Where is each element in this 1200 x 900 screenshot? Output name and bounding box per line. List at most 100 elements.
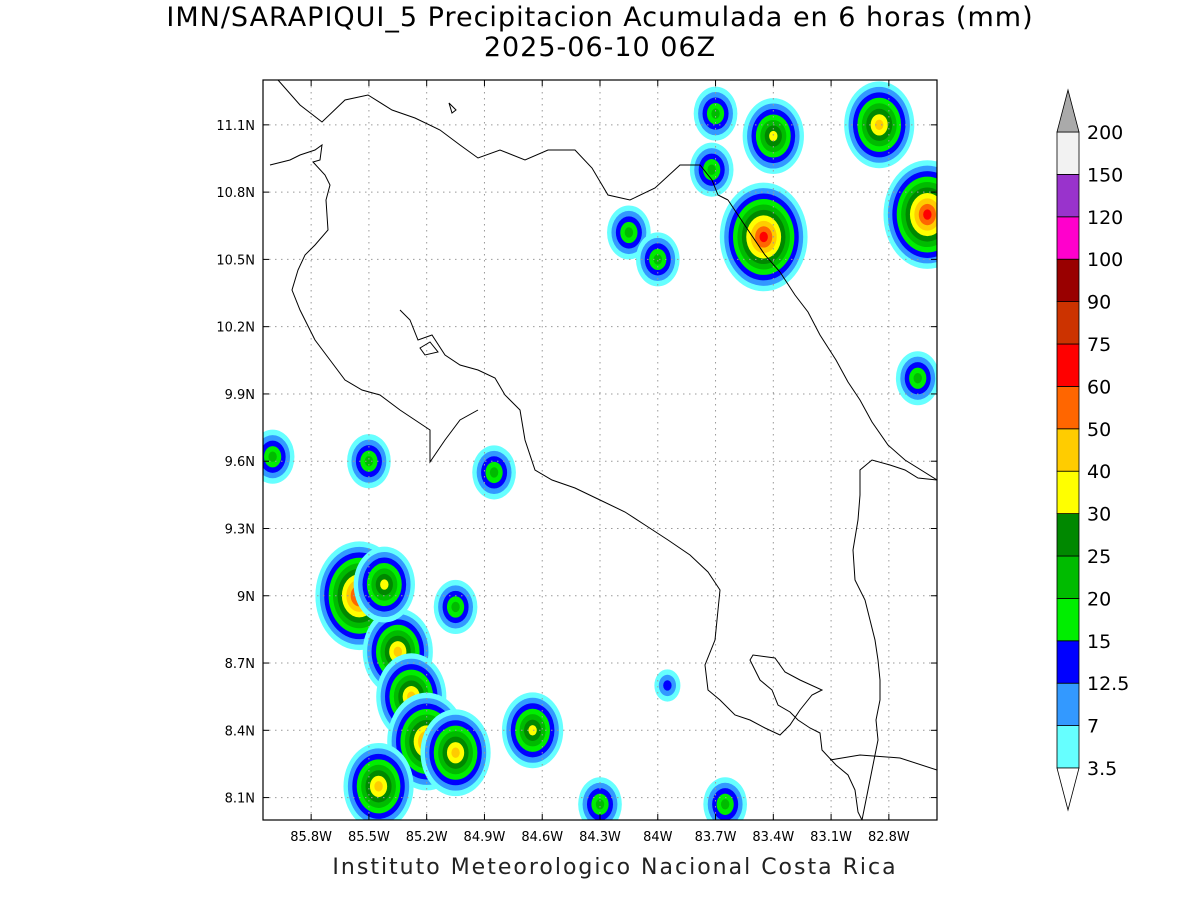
colorbar-label: 75 (1087, 334, 1111, 356)
precip-contour (374, 781, 383, 792)
colorbar-segment (1056, 131, 1080, 175)
colorbar-label: 15 (1087, 631, 1111, 653)
precip-contour (624, 227, 634, 238)
x-tick-label: 85.2W (406, 830, 448, 845)
panama-border (852, 459, 937, 820)
colorbar-segment (1056, 640, 1080, 684)
colorbar-label: 25 (1087, 546, 1111, 568)
precip-contour (595, 799, 605, 810)
chart-subtitle-date: 2025-06-10 06Z (483, 32, 717, 63)
coastlines (269, 80, 937, 820)
y-tick-label: 8.4N (225, 724, 255, 739)
precip-contour (707, 164, 716, 175)
y-tick-label: 9.9N (225, 388, 255, 403)
colorbar-segment (1056, 513, 1080, 557)
precip-contour (720, 799, 730, 810)
precip-contour (769, 130, 778, 142)
island-nicoya (419, 341, 439, 356)
y-tick-label: 9.6N (225, 455, 255, 470)
colorbar-label: 40 (1087, 461, 1111, 483)
y-tick-label: 9N (237, 590, 255, 605)
colorbar-segment (1056, 428, 1080, 472)
precip-cell (693, 86, 738, 141)
colorbar-segment (1056, 555, 1080, 599)
lake-nicaragua-island (448, 102, 457, 114)
colorbar-label: 30 (1087, 504, 1111, 526)
colorbar-segment (1056, 301, 1080, 345)
precip-contour (913, 373, 922, 384)
colorbar-legend: 3.5 7 12.5 15 20 25 30 40 50 60 75 90 100 120 150 200 (1056, 88, 1129, 812)
precip-contour (364, 456, 374, 467)
x-tick-label: 85.5W (348, 830, 390, 845)
colorbar-label: 50 (1087, 419, 1111, 441)
precip-cell (263, 429, 295, 484)
precip-contour (759, 231, 768, 243)
precip-cell (895, 351, 937, 406)
precip-contour (380, 579, 389, 590)
colorbar-label: 20 (1087, 588, 1111, 610)
colorbar-segment (1056, 343, 1080, 387)
coastline-nicoya-west (269, 143, 479, 464)
y-tick-label: 9.3N (225, 522, 255, 537)
precip-contour (451, 747, 460, 758)
colorbar-label: 60 (1087, 376, 1111, 398)
x-tick-label: 84.6W (521, 830, 563, 845)
lat-lon-grid (263, 80, 937, 820)
precip-cell (844, 81, 915, 169)
coast-lower (829, 754, 937, 771)
precip-contour (528, 725, 537, 736)
x-tick-label: 84.3W (579, 830, 621, 845)
footer-credit: Instituto Meteorologico Nacional Costa R… (332, 855, 898, 880)
colorbar-label: 150 (1087, 164, 1123, 186)
colorbar-low-triangle (1056, 767, 1080, 812)
y-tick-label: 10.2N (216, 321, 255, 336)
colorbar-segment (1056, 258, 1080, 303)
precip-cell (578, 777, 622, 820)
y-tick-label: 10.5N (216, 253, 255, 268)
colorbar-label: 120 (1087, 207, 1123, 229)
y-tick-label: 11.1N (216, 119, 255, 134)
x-tick-label: 85.8W (290, 830, 332, 845)
precip-cell (742, 98, 804, 175)
colorbar-label: 3.5 (1087, 758, 1117, 780)
x-tick-label: 83.1W (810, 830, 852, 845)
precip-cell (635, 232, 680, 287)
y-tick-label: 8.1N (225, 792, 255, 807)
colorbar-segment (1056, 725, 1080, 769)
precip-contour (393, 646, 402, 658)
colorbar-label: 90 (1087, 292, 1111, 314)
precip-cell (343, 742, 414, 820)
colorbar-segment (1056, 173, 1080, 218)
coastline-gulf-nicoya (399, 309, 863, 820)
precip-cell (689, 142, 734, 197)
precip-cell (353, 546, 415, 623)
colorbar-segment (1056, 470, 1080, 515)
precip-contour (875, 119, 884, 131)
colorbar-label: 100 (1087, 249, 1123, 271)
precip-contour (489, 467, 499, 478)
precip-contour (923, 209, 932, 220)
precip-cell (433, 579, 478, 635)
precip-contour (711, 108, 720, 119)
y-tick-label: 10.8N (216, 186, 255, 201)
chart-title: IMN/SARAPIQUI_5 Precipitacion Acumulada … (166, 2, 1034, 33)
colorbar-label: 12.5 (1087, 673, 1129, 695)
precip-cell (472, 445, 516, 500)
precip-cell (654, 669, 681, 702)
precip-contour (663, 680, 672, 691)
x-tick-label: 83.4W (752, 830, 794, 845)
precip-cell (420, 709, 491, 797)
colorbar-high-triangle (1056, 88, 1080, 133)
precip-cell (719, 182, 808, 292)
colorbar-segment (1056, 682, 1080, 727)
x-tick-label: 84W (643, 830, 673, 845)
x-axis-ticks: 85.8W 85.5W 85.2W 84.9W 84.6W 84.3W 84W 83.7W 83… (290, 80, 910, 845)
x-tick-label: 83.7W (695, 830, 737, 845)
precip-cell (883, 160, 937, 269)
precip-cell (347, 434, 391, 489)
x-tick-label: 84.9W (464, 830, 506, 845)
colorbar-segment (1056, 385, 1080, 430)
colorbar-segment (1056, 216, 1080, 260)
coastline-caribbean (727, 199, 937, 481)
